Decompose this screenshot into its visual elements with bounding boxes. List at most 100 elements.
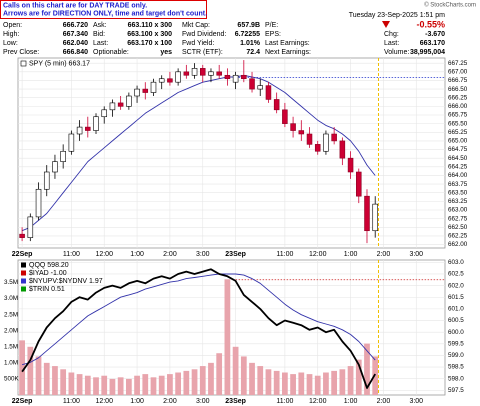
quote-label: Last Earnings: [265, 40, 310, 47]
quote-value: 663.100 x 300 [127, 31, 172, 38]
y-tick-label: 665.50 [448, 120, 468, 127]
candle-body [232, 74, 239, 83]
quote-value: 663.170 x 100 [127, 40, 172, 47]
candle-body [249, 78, 255, 90]
candle-body [126, 95, 132, 107]
quote-value: 38,995,004 [410, 49, 445, 56]
legend-icon [21, 262, 26, 268]
candle-body [68, 133, 75, 152]
candle-body [314, 144, 321, 152]
y-tick-label: 602.5 [448, 271, 464, 278]
volume-bar [232, 346, 239, 395]
y-tick-label: 598.5 [448, 364, 464, 371]
volume-bar [183, 370, 190, 395]
y-tick-label: 667.25 [448, 60, 468, 67]
volume-bar [282, 372, 288, 395]
quote-label: Open: [3, 22, 22, 29]
quote-value: 72.4 [246, 49, 260, 56]
brand: © StockCharts.com [424, 2, 476, 9]
x-tick-label: 23Sep [225, 398, 246, 405]
y-tick-label: 602.0 [448, 282, 464, 289]
candle-body [109, 102, 116, 111]
x-tick-label: 2:00 [163, 398, 177, 405]
quote-label: Ask: [93, 22, 107, 29]
y-tick-label: 598.0 [448, 375, 464, 382]
candle-body [273, 99, 280, 111]
candle-body [282, 109, 288, 124]
x-tick-label: 11:00 [276, 398, 293, 405]
volume-bar [249, 362, 255, 395]
price-line [21, 268, 376, 389]
candle-body [35, 188, 42, 218]
volume-bar [76, 374, 83, 395]
candle-body [175, 71, 181, 83]
volume-bar [347, 366, 354, 395]
notice-box [0, 0, 207, 19]
volume-bar [134, 375, 140, 395]
volume-bar [364, 343, 370, 395]
x-tick-label: 12:00 [95, 398, 113, 405]
volume-bar [125, 378, 132, 395]
quote-value: 666.720 [63, 22, 88, 29]
volume-bar [273, 370, 280, 395]
quote-value: yes [160, 49, 172, 56]
candle-body [356, 171, 362, 197]
volume-bar [306, 374, 313, 395]
y-tick-label: 662.75 [448, 215, 468, 222]
volume-bar [19, 340, 25, 395]
candle-body [142, 88, 149, 93]
quote-value: 6.72255 [235, 31, 260, 38]
x-tick-label: 2:00 [377, 251, 391, 258]
volume-bar [265, 369, 272, 395]
volume-bar [167, 374, 173, 395]
quote-label: Prev Close: [3, 49, 39, 56]
volume-bar [68, 372, 75, 395]
legend-icon [21, 278, 26, 284]
y-tick-label: 600.0 [448, 329, 464, 336]
x-tick-label: 3:00 [196, 398, 210, 405]
volume-bar [298, 372, 305, 395]
volume-bar [43, 362, 50, 395]
quote-label: Volume: [384, 49, 409, 56]
quote-value: 666.840 [63, 49, 88, 56]
quote-value: 1.01% [240, 40, 261, 47]
candle-body [241, 74, 247, 80]
y-tick-label: 665.75 [448, 112, 468, 119]
quote-label: Chg: [384, 31, 399, 38]
x-tick-label: 22Sep [12, 398, 33, 405]
volume-bar [142, 374, 149, 395]
y-tick-label: 662.50 [448, 224, 468, 231]
legend-icon [21, 286, 26, 292]
quote-label: Bid: [93, 31, 105, 38]
volume-bar [257, 366, 264, 395]
legend-icon [21, 270, 26, 276]
candle-body [347, 157, 354, 173]
x-tick-label: 22Sep [12, 251, 33, 258]
volume-bar [339, 369, 346, 395]
candle-body [52, 161, 58, 173]
y-tick-label: 664.75 [448, 146, 468, 153]
candle-body [191, 68, 198, 76]
x-tick-label: 12:00 [95, 251, 113, 258]
x-tick-label: 2:00 [377, 398, 391, 405]
volume-bar [331, 370, 338, 395]
volume-bar [240, 356, 247, 395]
candle-body [323, 133, 329, 152]
change-percent: -0.55% [416, 19, 445, 29]
x-tick-label: 1:00 [344, 251, 358, 258]
y-tick-label: 665.25 [448, 129, 468, 136]
candle-body [134, 88, 140, 97]
quote-label: Next Earnings: [265, 49, 311, 56]
legend-label: QQQ 598.20 [29, 262, 69, 269]
x-tick-label: 11:00 [63, 251, 80, 258]
y-tick-label: 600.5 [448, 317, 464, 324]
quote-label: P/E: [265, 22, 278, 29]
y-tick-label: 601.0 [448, 306, 464, 313]
y-tick-label: 663.75 [448, 181, 468, 188]
quote-value: -3.670 [425, 31, 445, 38]
y-tick-label: 664.50 [448, 155, 468, 162]
y-tick-label: 662.00 [448, 241, 468, 248]
candle-body [101, 109, 107, 118]
y-tick-label: 666.00 [448, 103, 468, 110]
volume-bar [355, 359, 362, 395]
